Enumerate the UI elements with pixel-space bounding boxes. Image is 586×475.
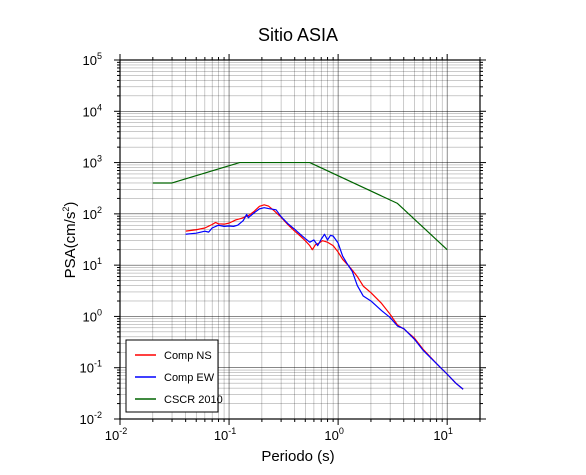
plot-frame: [119, 59, 481, 420]
x-tick-label: 10-1: [214, 426, 236, 443]
x-tick-label-base: 10: [105, 428, 119, 443]
legend-box: [125, 339, 219, 413]
ticks: [114, 54, 486, 425]
legend-label: Comp NS: [164, 350, 212, 362]
y-tick-label: 103: [83, 154, 102, 171]
series-line-3: [152, 161, 448, 251]
y-axis-label: PSA(cm/s2): [61, 202, 79, 279]
x-axis-label: Periodo (s): [261, 448, 334, 465]
series-line-2: [185, 207, 464, 390]
y-tick-label: 104: [83, 102, 102, 119]
y-axis-label-close: ): [62, 202, 79, 207]
y-tick-label-exponent: 2: [97, 205, 102, 215]
x-tick-label-base: 10: [324, 428, 338, 443]
y-tick-label-exponent: -1: [94, 359, 102, 369]
y-tick-label-exponent: 1: [97, 256, 102, 266]
y-axis-label-exponent: 2: [61, 207, 71, 212]
y-tick-label-exponent: 4: [97, 102, 102, 112]
y-tick-label: 105: [83, 51, 102, 68]
y-tick-label: 10-2: [80, 410, 102, 427]
legend: Comp NS Comp EW CSCR 2010: [125, 339, 223, 413]
y-tick-label-exponent: 0: [97, 307, 102, 317]
x-tick-label: 10-2: [105, 426, 127, 443]
chart-title: Sitio ASIA: [258, 25, 338, 45]
y-tick-label-base: 10: [83, 309, 97, 324]
x-tick-label-exponent: 0: [339, 426, 344, 436]
legend-label: CSCR 2010: [164, 394, 223, 406]
y-tick-label: 100: [83, 307, 102, 324]
x-tick-label-exponent: -2: [119, 426, 127, 436]
x-tick-label-base: 10: [214, 428, 228, 443]
y-tick-label-base: 10: [80, 361, 94, 376]
y-tick-label: 101: [83, 256, 102, 273]
y-tick-label-exponent: -2: [94, 410, 102, 420]
series-line-1: [185, 204, 464, 390]
y-tick-label-base: 10: [83, 104, 97, 119]
x-tick-label: 100: [324, 426, 343, 443]
y-tick-label-base: 10: [83, 156, 97, 171]
x-tick-label-exponent: -1: [228, 426, 236, 436]
y-tick-label-base: 10: [83, 207, 97, 222]
y-tick-label: 102: [83, 205, 102, 222]
x-tick-label: 101: [433, 426, 452, 443]
y-axis-label-base: PSA(cm/s: [62, 212, 79, 279]
x-tick-label-exponent: 1: [448, 426, 453, 436]
y-tick-label-exponent: 3: [97, 154, 102, 164]
y-tick-label-base: 10: [83, 53, 97, 68]
x-tick-label-base: 10: [433, 428, 447, 443]
y-tick-label-base: 10: [83, 258, 97, 273]
series-layer: [152, 161, 464, 390]
y-tick-label-base: 10: [80, 412, 94, 427]
y-tick-label-exponent: 5: [97, 51, 102, 61]
legend-label: Comp EW: [164, 372, 215, 384]
y-tick-label: 10-1: [80, 359, 102, 376]
